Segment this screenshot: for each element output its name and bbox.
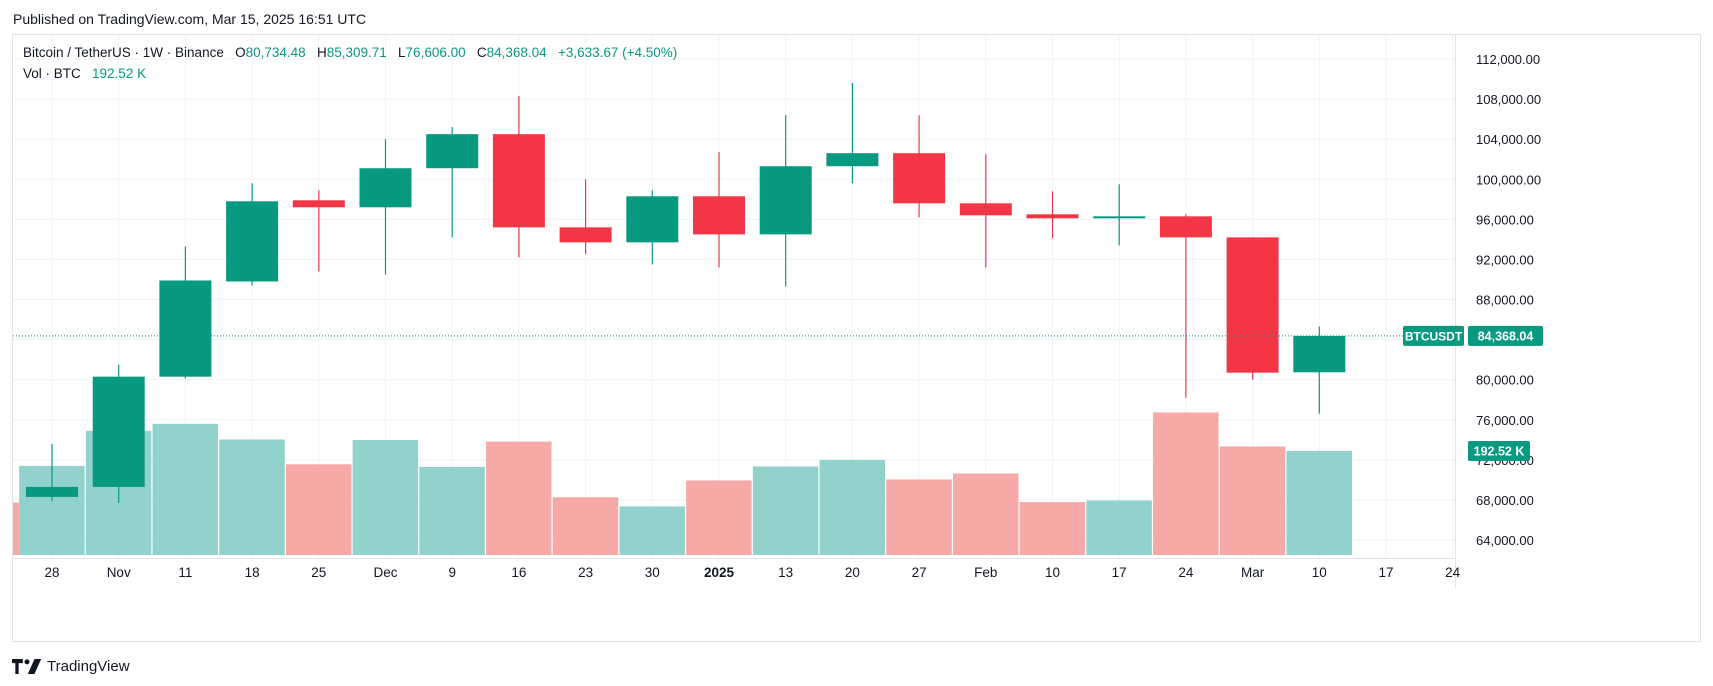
time-tick-label: Feb xyxy=(974,565,997,580)
price-tick-label: 68,000.00 xyxy=(1476,493,1534,508)
candle-body xyxy=(1026,214,1079,219)
candle-body xyxy=(159,280,212,377)
volume-legend[interactable]: Vol · BTC 192.52 K xyxy=(23,66,146,81)
price-tick-label: 92,000.00 xyxy=(1476,252,1534,267)
time-tick-label: 20 xyxy=(845,565,860,580)
high-label: H xyxy=(316,45,327,60)
candle-body xyxy=(26,486,78,497)
volume-bar xyxy=(619,506,685,555)
symbol-label-box xyxy=(1403,325,1464,346)
time-tick-label: 23 xyxy=(578,565,593,580)
time-tick-label: Dec xyxy=(373,565,397,580)
price-tick-label: 80,000.00 xyxy=(1476,373,1534,388)
candle-body xyxy=(292,200,345,208)
candle-body xyxy=(1093,216,1146,219)
last-price-label-text: 84,368.04 xyxy=(1478,329,1534,343)
time-tick-label: 27 xyxy=(912,565,927,580)
candle-body xyxy=(1226,237,1279,373)
change-value: +3,633.67 (+4.50%) xyxy=(557,45,678,60)
volume-bar xyxy=(219,439,285,555)
low-value: 76,606.00 xyxy=(405,45,466,60)
time-tick-label: 24 xyxy=(1445,565,1461,580)
price-tick-label: 76,000.00 xyxy=(1476,413,1534,428)
candle-body xyxy=(626,196,679,243)
time-tick-label: 30 xyxy=(645,565,660,580)
time-tick-label: 13 xyxy=(778,565,793,580)
volume-bar xyxy=(1286,451,1352,555)
volume-bar xyxy=(752,466,819,555)
ohlc-legend[interactable]: Bitcoin / TetherUS · 1W · Binance O80,73… xyxy=(23,45,677,60)
price-tick-label: 88,000.00 xyxy=(1476,293,1534,308)
volume-label: Vol · BTC xyxy=(23,66,81,81)
candle-body xyxy=(426,134,479,169)
volume-label-text: 192.52 K xyxy=(1474,445,1525,459)
candle-body xyxy=(92,376,145,487)
volume-bar xyxy=(13,502,19,555)
candle-body xyxy=(959,203,1012,216)
time-tick-label: 24 xyxy=(1178,565,1194,580)
tradingview-logo-icon xyxy=(12,659,42,674)
time-tick-label: 9 xyxy=(448,565,456,580)
time-tick-label: 17 xyxy=(1112,565,1127,580)
time-tick-label: Nov xyxy=(107,565,131,580)
tradingview-logo[interactable]: TradingView xyxy=(12,658,130,675)
volume-bar xyxy=(1086,500,1152,555)
symbol-label-text: BTCUSDT xyxy=(1405,329,1463,343)
candle-body xyxy=(226,201,279,282)
open-value: 80,734.48 xyxy=(245,45,306,60)
candle-body xyxy=(1159,216,1212,238)
price-tick-label: 100,000.00 xyxy=(1476,172,1541,187)
volume-bar xyxy=(419,466,485,555)
candle-body xyxy=(492,134,545,228)
time-tick-label: 17 xyxy=(1378,565,1393,580)
volume-bar xyxy=(819,459,886,555)
volume-bar xyxy=(552,497,619,555)
time-tick-label: 10 xyxy=(1045,565,1060,580)
volume-bar xyxy=(886,479,952,555)
time-tick-label: 11 xyxy=(178,565,192,580)
volume-bar xyxy=(352,439,419,555)
volume-bar xyxy=(1219,446,1286,555)
time-tick-label: 25 xyxy=(311,565,326,580)
volume-bar xyxy=(1153,412,1219,555)
time-tick-label: 28 xyxy=(44,565,59,580)
low-label: L xyxy=(398,45,406,60)
candle-body xyxy=(359,168,412,208)
candle-body xyxy=(559,227,612,243)
price-tick-label: 108,000.00 xyxy=(1476,92,1541,107)
time-tick-label: 16 xyxy=(511,565,526,580)
volume-bar xyxy=(486,441,552,555)
price-tick-label: 96,000.00 xyxy=(1476,212,1534,227)
time-tick-label: 2025 xyxy=(704,565,735,580)
time-tick-label: 18 xyxy=(245,565,260,580)
volume-bar xyxy=(1019,502,1086,555)
candle-body xyxy=(893,153,946,204)
candle-body xyxy=(1293,335,1346,373)
price-tick-label: 64,000.00 xyxy=(1476,533,1534,548)
time-tick-label: 10 xyxy=(1312,565,1327,580)
price-tick-label: 112,000.00 xyxy=(1476,52,1540,67)
high-value: 85,309.71 xyxy=(326,45,387,60)
brand-name: TradingView xyxy=(47,658,130,675)
candle-body xyxy=(693,196,745,235)
open-label: O xyxy=(235,45,246,60)
volume-bar xyxy=(686,480,752,555)
published-caption: Published on TradingView.com, Mar 15, 20… xyxy=(13,11,367,27)
symbol-title[interactable]: Bitcoin / TetherUS · 1W · Binance xyxy=(23,45,224,60)
time-tick-label: Mar xyxy=(1241,565,1265,580)
volume-value: 192.52 K xyxy=(92,66,147,81)
candle-body xyxy=(759,166,812,235)
close-label: C xyxy=(476,45,487,60)
volume-bar xyxy=(285,464,352,555)
volume-bar xyxy=(152,423,219,555)
candle-body xyxy=(826,153,879,167)
last-price-label-box xyxy=(1468,325,1543,346)
volume-bar xyxy=(952,473,1019,555)
price-tick-label: 104,000.00 xyxy=(1476,132,1541,147)
volume-label-box xyxy=(1468,441,1530,462)
chart-frame xyxy=(12,34,1701,642)
close-value: 84,368.04 xyxy=(486,45,547,60)
